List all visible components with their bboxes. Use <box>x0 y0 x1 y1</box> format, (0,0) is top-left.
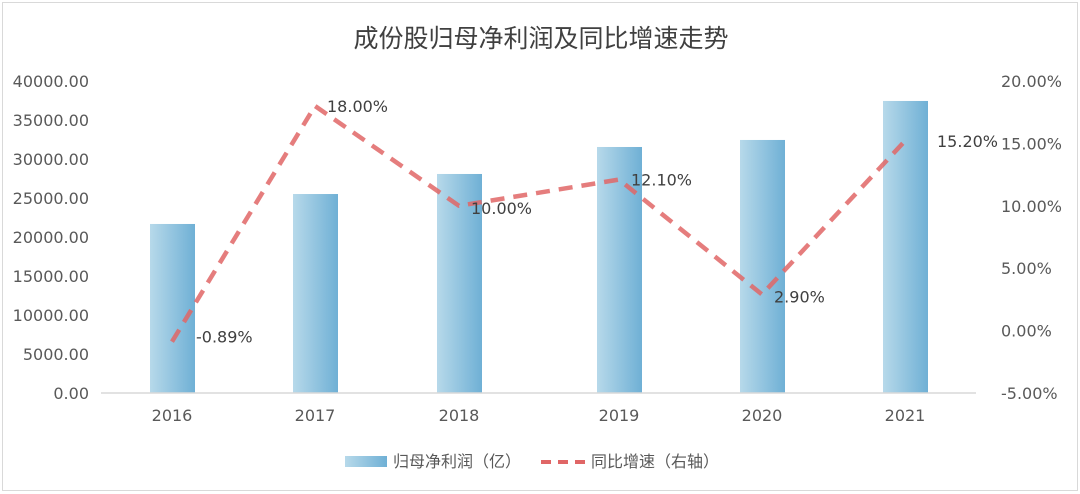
right-axis-tick: 0.00% <box>1001 322 1052 341</box>
x-tick-2019: 2019 <box>599 406 640 425</box>
x-tick-2018: 2018 <box>439 406 480 425</box>
right-axis-tick: -5.00% <box>1001 384 1058 403</box>
growth-label-2021: 15.20% <box>937 132 998 151</box>
right-axis-tick: 15.00% <box>1001 134 1062 153</box>
right-axis-ticks: -5.00% 0.00% 5.00% 10.00% 15.00% 20.00% <box>1001 72 1062 403</box>
x-tick-2020: 2020 <box>742 406 783 425</box>
left-axis-tick: 30000.00 <box>13 150 89 169</box>
left-axis-tick: 10000.00 <box>13 306 89 325</box>
left-axis-tick: 5000.00 <box>23 345 89 364</box>
bar-2021 <box>883 101 928 393</box>
bar-2017 <box>293 194 338 393</box>
right-axis-tick: 5.00% <box>1001 259 1052 278</box>
legend-bar-label: 归母净利润（亿） <box>393 452 521 471</box>
growth-label-2019: 12.10% <box>631 171 692 190</box>
legend: 归母净利润（亿） 同比增速（右轴） <box>345 452 719 471</box>
bar-2020 <box>740 140 785 393</box>
left-axis-tick: 15000.00 <box>13 267 89 286</box>
chart: 成份股归母净利润及同比增速走势 0.00 5000.00 10000.00 15000… <box>3 3 1077 490</box>
left-axis-ticks: 0.00 5000.00 10000.00 15000.00 20000.00 25000… <box>13 72 89 403</box>
growth-label-2017: 18.00% <box>327 97 388 116</box>
chart-title: 成份股归母净利润及同比增速走势 <box>353 24 728 53</box>
x-tick-2021: 2021 <box>885 406 926 425</box>
legend-bar-swatch <box>345 456 387 467</box>
bars <box>150 101 928 393</box>
right-axis-tick: 10.00% <box>1001 197 1062 216</box>
x-tick-2016: 2016 <box>152 406 193 425</box>
growth-label-2018: 10.00% <box>471 199 532 218</box>
left-axis-tick: 40000.00 <box>13 72 89 91</box>
right-axis-tick: 20.00% <box>1001 72 1062 91</box>
growth-label-2016: -0.89% <box>196 328 253 347</box>
legend-line-label: 同比增速（右轴） <box>591 452 719 471</box>
left-axis-tick: 25000.00 <box>13 189 89 208</box>
left-axis-tick: 35000.00 <box>13 111 89 130</box>
bar-2016 <box>150 224 195 393</box>
left-axis-tick: 0.00 <box>53 384 89 403</box>
x-tick-2017: 2017 <box>295 406 336 425</box>
left-axis-tick: 20000.00 <box>13 228 89 247</box>
x-axis-ticks: 2016 2017 2018 2019 2020 2021 <box>152 406 926 425</box>
growth-label-2020: 2.90% <box>774 287 825 306</box>
